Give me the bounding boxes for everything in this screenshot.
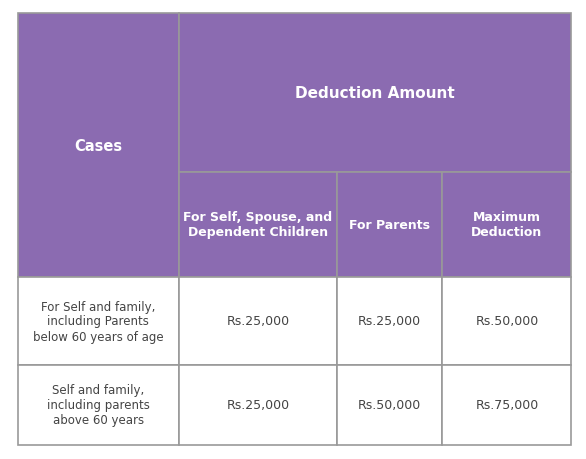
Text: Rs.25,000: Rs.25,000 bbox=[226, 398, 289, 412]
Text: Rs.25,000: Rs.25,000 bbox=[358, 315, 421, 328]
Bar bbox=[179, 172, 337, 278]
Bar bbox=[442, 365, 571, 445]
Text: For Self and family,
including Parents
below 60 years of age: For Self and family, including Parents b… bbox=[33, 300, 163, 343]
Bar bbox=[337, 172, 442, 278]
Text: Rs.75,000: Rs.75,000 bbox=[475, 398, 539, 412]
Bar bbox=[179, 365, 337, 445]
Text: For Self, Spouse, and
Dependent Children: For Self, Spouse, and Dependent Children bbox=[183, 211, 332, 239]
Bar bbox=[18, 14, 179, 278]
Bar bbox=[179, 14, 571, 172]
Bar bbox=[179, 278, 337, 365]
Bar bbox=[442, 278, 571, 365]
Bar bbox=[18, 278, 179, 365]
Text: Deduction Amount: Deduction Amount bbox=[295, 85, 455, 101]
Text: Cases: Cases bbox=[74, 138, 122, 153]
Text: Rs.50,000: Rs.50,000 bbox=[475, 315, 539, 328]
Bar bbox=[337, 278, 442, 365]
Bar bbox=[337, 365, 442, 445]
Text: Rs.50,000: Rs.50,000 bbox=[358, 398, 421, 412]
Bar bbox=[18, 365, 179, 445]
Text: Self and family,
including parents
above 60 years: Self and family, including parents above… bbox=[47, 384, 149, 426]
Text: Rs.25,000: Rs.25,000 bbox=[226, 315, 289, 328]
Bar bbox=[442, 172, 571, 278]
Text: Maximum
Deduction: Maximum Deduction bbox=[471, 211, 543, 239]
Text: For Parents: For Parents bbox=[349, 218, 430, 231]
